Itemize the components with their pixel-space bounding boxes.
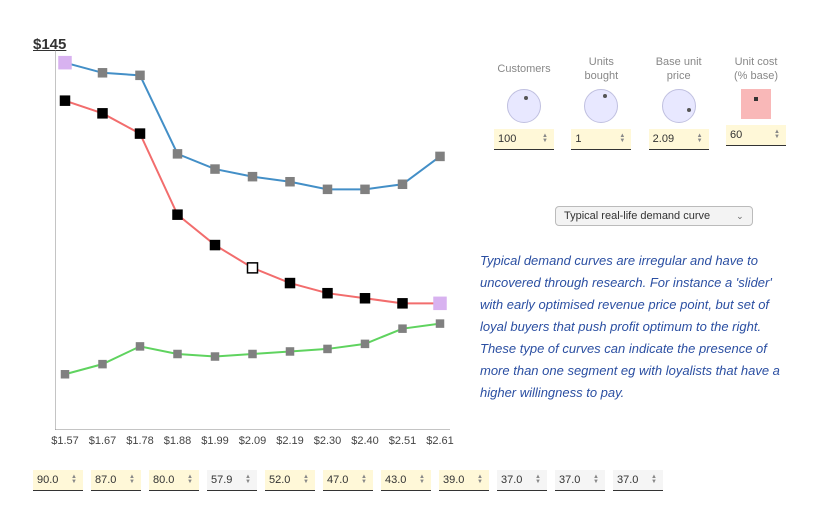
control-price: Base unitprice 2.09▲▼ <box>645 55 713 150</box>
unitcost-input[interactable]: 60▲▼ <box>726 125 786 146</box>
customers-input[interactable]: 100▲▼ <box>494 129 554 150</box>
price-knob[interactable] <box>662 89 696 123</box>
control-customers: Customers 100▲▼ <box>490 55 558 150</box>
control-unitcost: Unit cost(% base) 60▲▼ <box>722 55 790 150</box>
demand-value-row: 90.0▲▼ 87.0▲▼ 80.0▲▼ 57.9▲▼ 52.0▲▼ 47.0▲▼ 43.0… <box>33 470 663 491</box>
customers-knob[interactable] <box>507 89 541 123</box>
description-text: Typical demand curves are irregular and … <box>480 250 790 404</box>
units-knob[interactable] <box>584 89 618 123</box>
spinner-icon: ▲▼ <box>361 475 371 485</box>
spinner-icon: ▲▼ <box>697 134 707 144</box>
spinner-icon: ▲▼ <box>303 475 313 485</box>
demand-input-10[interactable]: 37.0▲▼ <box>613 470 663 491</box>
demand-input-4[interactable]: 52.0▲▼ <box>265 470 315 491</box>
spinner-icon: ▲▼ <box>619 134 629 144</box>
spinner-icon: ▲▼ <box>535 475 545 485</box>
demand-input-0[interactable]: 90.0▲▼ <box>33 470 83 491</box>
curve-type-select[interactable]: Typical real-life demand curve ⌄ <box>555 206 753 226</box>
unitcost-knob[interactable] <box>741 89 771 119</box>
chevron-down-icon: ⌄ <box>736 211 744 222</box>
spinner-icon: ▲▼ <box>129 475 139 485</box>
x-tick-label: $2.61 <box>426 435 454 447</box>
price-input[interactable]: 2.09▲▼ <box>649 129 709 150</box>
demand-input-7[interactable]: 39.0▲▼ <box>439 470 489 491</box>
knob-dot-icon <box>687 108 691 112</box>
demand-input-2[interactable]: 80.0▲▼ <box>149 470 199 491</box>
demand-input-1[interactable]: 87.0▲▼ <box>91 470 141 491</box>
control-label: Unitsbought <box>567 55 635 83</box>
curve-type-label: Typical real-life demand curve <box>564 210 710 222</box>
spinner-icon: ▲▼ <box>71 475 81 485</box>
spinner-icon: ▲▼ <box>593 475 603 485</box>
spinner-icon: ▲▼ <box>419 475 429 485</box>
spinner-icon: ▲▼ <box>542 134 552 144</box>
x-tick-label: $2.30 <box>314 435 342 447</box>
x-tick-label: $1.57 <box>51 435 79 447</box>
x-axis-labels: $1.57$1.67$1.78$1.88$1.99$2.09$2.19$2.30… <box>55 435 450 449</box>
demand-input-6[interactable]: 43.0▲▼ <box>381 470 431 491</box>
knob-dot-icon <box>603 94 607 98</box>
x-tick-label: $2.51 <box>389 435 417 447</box>
x-tick-label: $2.40 <box>351 435 379 447</box>
control-units: Unitsbought 1▲▼ <box>567 55 635 150</box>
x-tick-label: $1.99 <box>201 435 229 447</box>
demand-input-9[interactable]: 37.0▲▼ <box>555 470 605 491</box>
x-tick-label: $2.19 <box>276 435 304 447</box>
demand-chart <box>55 50 450 430</box>
control-label: Unit cost(% base) <box>722 55 790 83</box>
control-label: Base unitprice <box>645 55 713 83</box>
demand-input-3[interactable]: 57.9▲▼ <box>207 470 257 491</box>
spinner-icon: ▲▼ <box>651 475 661 485</box>
x-tick-label: $1.67 <box>89 435 117 447</box>
control-columns: Customers 100▲▼ Unitsbought 1▲▼ Base unitpri… <box>490 55 790 150</box>
demand-input-8[interactable]: 37.0▲▼ <box>497 470 547 491</box>
demand-input-5[interactable]: 47.0▲▼ <box>323 470 373 491</box>
knob-dot-icon <box>754 97 758 101</box>
units-input[interactable]: 1▲▼ <box>571 129 631 150</box>
x-tick-label: $2.09 <box>239 435 267 447</box>
curve-type-select-wrap: Typical real-life demand curve ⌄ <box>555 206 753 226</box>
x-tick-label: $1.78 <box>126 435 154 447</box>
spinner-icon: ▲▼ <box>245 475 255 485</box>
control-label: Customers <box>490 55 558 83</box>
spinner-icon: ▲▼ <box>477 475 487 485</box>
x-tick-label: $1.88 <box>164 435 192 447</box>
spinner-icon: ▲▼ <box>774 130 784 140</box>
knob-dot-icon <box>524 96 528 100</box>
spinner-icon: ▲▼ <box>187 475 197 485</box>
